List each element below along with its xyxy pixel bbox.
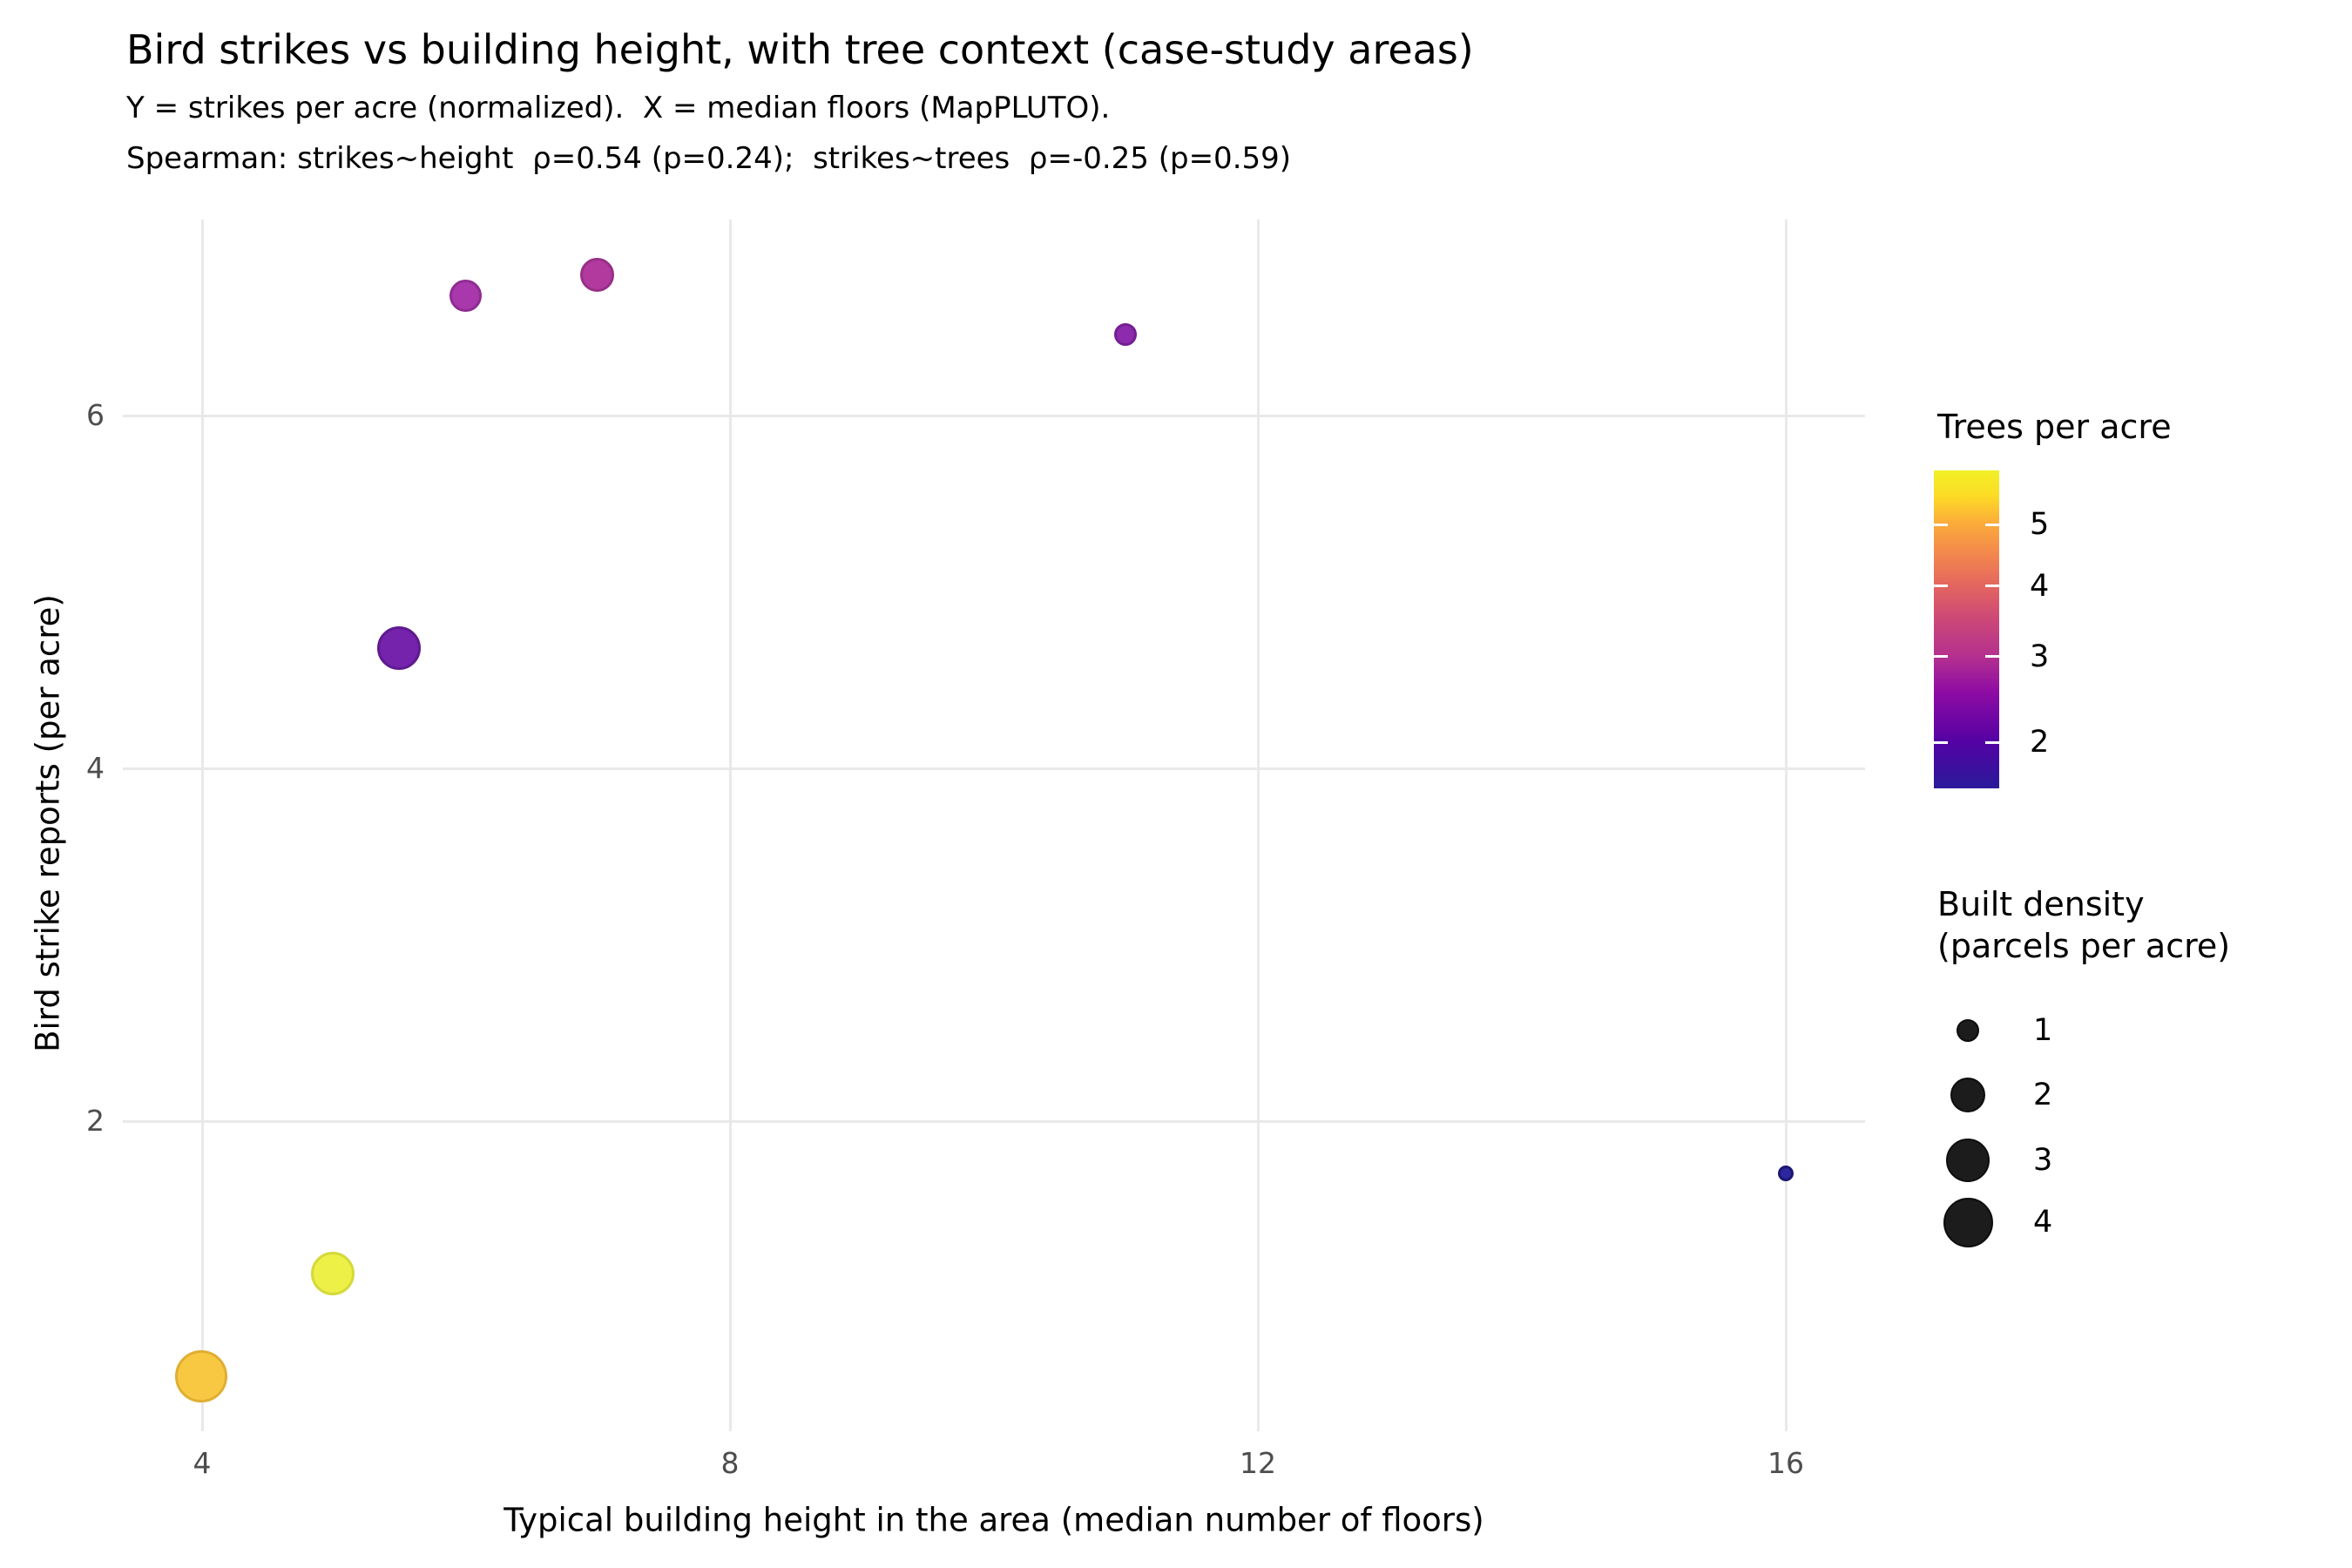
x-axis-title: Typical building height in the area (med… xyxy=(504,1501,1484,1539)
x-tick-label-8: 8 xyxy=(720,1446,740,1480)
colorbar-tick-left-5 xyxy=(1934,523,1948,526)
x-tick-label-12: 12 xyxy=(1240,1446,1276,1480)
colorbar-tick-label-5: 5 xyxy=(2030,507,2050,543)
size-legend-circle-3 xyxy=(1946,1139,1990,1182)
y-tick-label-2: 2 xyxy=(86,1104,105,1138)
chart-subtitle-line2: Spearman: strikes~height ρ=0.54 (p=0.24)… xyxy=(126,141,1292,176)
data-point-6 xyxy=(1114,323,1137,346)
x-tick-label-16: 16 xyxy=(1767,1446,1804,1480)
gridline-horizontal-y2 xyxy=(123,1119,1865,1123)
chart-subtitle-line1: Y = strikes per acre (normalized). X = m… xyxy=(126,91,1111,125)
data-point-7 xyxy=(1778,1166,1794,1181)
size-legend-title-line2: (parcels per acre) xyxy=(1937,927,2231,965)
colorbar-tick-right-5 xyxy=(1985,523,1999,526)
gridline-vertical-x16 xyxy=(1784,220,1788,1431)
colorbar-tick-label-3: 3 xyxy=(2030,639,2050,674)
data-point-4 xyxy=(449,279,482,312)
x-tick-label-4: 4 xyxy=(193,1446,212,1480)
gridline-vertical-x4 xyxy=(200,220,204,1431)
color-legend-title: Trees per acre xyxy=(1937,408,2172,446)
size-legend-circle-2 xyxy=(1950,1078,1985,1112)
size-legend-label-4: 4 xyxy=(2033,1205,2053,1240)
gridline-horizontal-y6 xyxy=(123,414,1865,417)
colorbar-tick-right-4 xyxy=(1985,585,1999,588)
y-axis-title: Bird strike reports (per acre) xyxy=(29,594,67,1052)
data-point-1 xyxy=(175,1350,227,1402)
data-point-5 xyxy=(579,257,614,292)
colorbar-tick-left-4 xyxy=(1934,585,1948,588)
size-legend-circle-4 xyxy=(1943,1197,1993,1247)
size-legend-label-3: 3 xyxy=(2033,1143,2053,1178)
data-point-3 xyxy=(377,626,421,670)
size-legend-title-line1: Built density xyxy=(1937,885,2145,923)
colorbar-tick-label-2: 2 xyxy=(2030,725,2050,760)
y-tick-label-4: 4 xyxy=(86,751,105,785)
plot-panel xyxy=(123,220,1865,1431)
colorbar-tick-right-3 xyxy=(1985,655,1999,659)
size-legend-circle-1 xyxy=(1957,1019,1979,1042)
colorbar-tick-label-4: 4 xyxy=(2030,568,2050,604)
colorbar-tick-right-2 xyxy=(1985,740,1999,744)
data-point-2 xyxy=(311,1252,355,1295)
gridline-horizontal-y4 xyxy=(123,767,1865,770)
size-legend-label-1: 1 xyxy=(2033,1013,2053,1048)
chart-title: Bird strikes vs building height, with tr… xyxy=(126,26,1474,73)
colorbar-tick-left-2 xyxy=(1934,740,1948,744)
gridline-vertical-x12 xyxy=(1256,220,1260,1431)
gridline-vertical-x8 xyxy=(728,220,732,1431)
colorbar-tick-left-3 xyxy=(1934,655,1948,659)
size-legend-label-2: 2 xyxy=(2033,1078,2053,1112)
y-tick-label-6: 6 xyxy=(86,398,105,432)
